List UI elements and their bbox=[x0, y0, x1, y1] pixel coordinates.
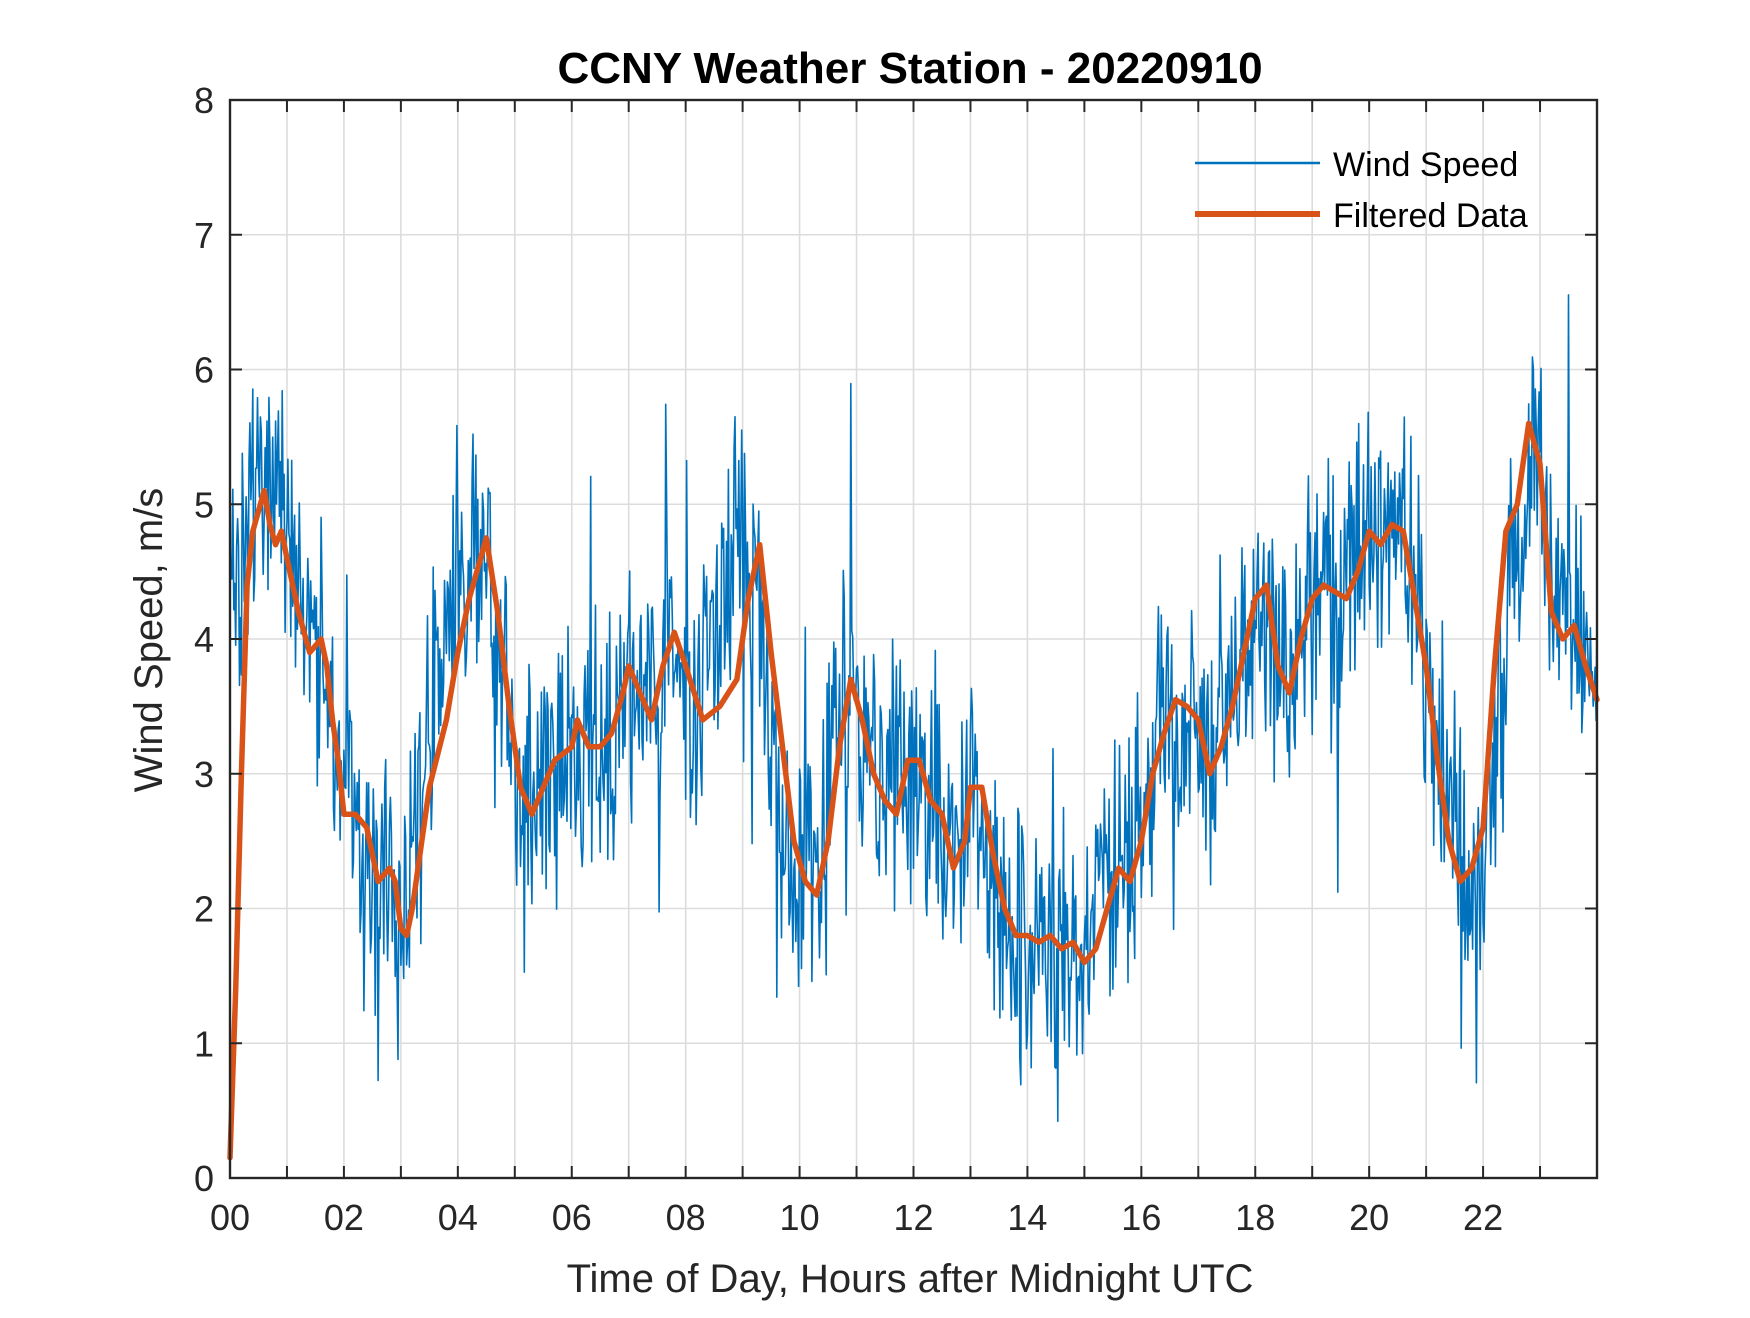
x-tick-label: 00 bbox=[210, 1197, 250, 1238]
x-tick-label: 20 bbox=[1349, 1197, 1389, 1238]
x-tick-label: 02 bbox=[324, 1197, 364, 1238]
y-tick-label: 7 bbox=[194, 215, 214, 256]
chart-title: CCNY Weather Station - 20220910 bbox=[557, 44, 1262, 93]
legend: Wind Speed Filtered Data bbox=[1195, 146, 1528, 235]
series-line-wind-speed bbox=[229, 294, 1598, 1123]
y-tick-label: 6 bbox=[194, 350, 214, 391]
y-tick-label: 5 bbox=[194, 484, 214, 525]
tick-marks bbox=[229, 99, 1597, 1179]
x-tick-label: 06 bbox=[552, 1197, 592, 1238]
grid-lines bbox=[230, 100, 1597, 1178]
y-axis-label: Wind Speed, m/s bbox=[127, 488, 171, 793]
x-tick-label: 08 bbox=[666, 1197, 706, 1238]
x-tick-label: 14 bbox=[1007, 1197, 1047, 1238]
y-tick-label: 0 bbox=[194, 1158, 214, 1199]
x-tick-label: 16 bbox=[1121, 1197, 1161, 1238]
legend-label-wind-speed: Wind Speed bbox=[1333, 146, 1518, 184]
x-tick-label: 10 bbox=[780, 1197, 820, 1238]
x-tick-label: 18 bbox=[1235, 1197, 1275, 1238]
series-lines bbox=[227, 294, 1600, 1161]
x-tick-label: 22 bbox=[1463, 1197, 1503, 1238]
legend-label-filtered-data: Filtered Data bbox=[1333, 197, 1528, 235]
x-tick-label: 12 bbox=[893, 1197, 933, 1238]
x-axis-label: Time of Day, Hours after Midnight UTC bbox=[567, 1257, 1254, 1301]
y-tick-label: 2 bbox=[194, 889, 214, 930]
x-tick-label: 04 bbox=[438, 1197, 478, 1238]
y-tick-label: 1 bbox=[194, 1023, 214, 1064]
y-tick-label: 3 bbox=[194, 754, 214, 795]
series-line-filtered-data bbox=[227, 420, 1600, 1161]
y-tick-label: 8 bbox=[194, 80, 214, 121]
y-tick-label: 4 bbox=[194, 619, 214, 660]
